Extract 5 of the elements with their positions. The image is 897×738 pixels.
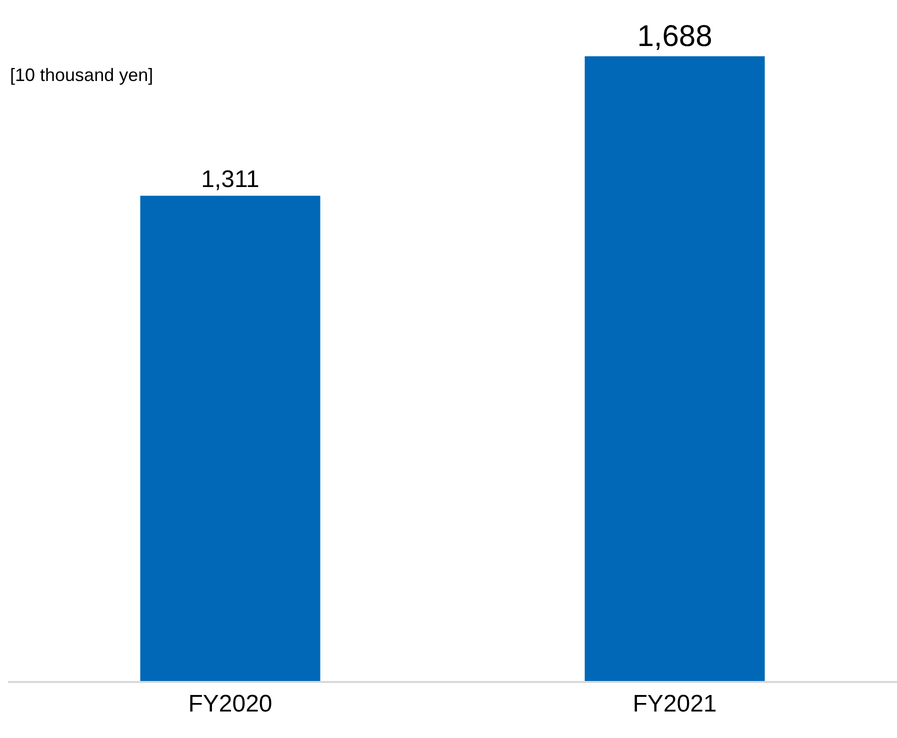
x-tick-label: FY2021 — [632, 690, 717, 718]
y-axis-title: [10 thousand yen] — [10, 65, 154, 85]
x-tick-label: FY2020 — [188, 690, 272, 718]
data-label: 1,311 — [201, 166, 260, 193]
data-label: 1,688 — [637, 20, 712, 54]
